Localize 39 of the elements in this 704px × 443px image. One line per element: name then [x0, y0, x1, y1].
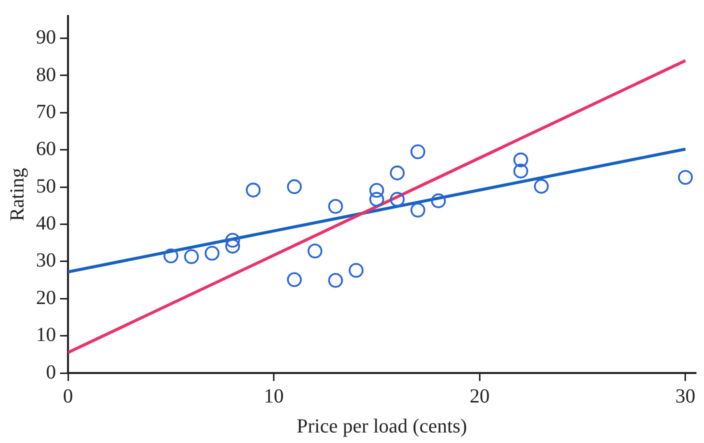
- y-tick-label: 60: [36, 138, 56, 160]
- point: [225, 232, 240, 248]
- y-tick-label: 20: [36, 286, 56, 309]
- y-tick-label: 0: [46, 361, 56, 384]
- y-tick-label: 80: [36, 64, 56, 86]
- y-axis-title: Rating: [6, 168, 28, 222]
- point: [513, 152, 528, 168]
- point: [286, 272, 302, 288]
- point: [431, 193, 446, 208]
- y-tick-label: 10: [36, 324, 56, 346]
- x-tick-label: 0: [63, 385, 73, 408]
- point: [328, 199, 343, 214]
- y-tick-label: 50: [36, 175, 56, 198]
- point: [225, 238, 240, 254]
- point: [328, 273, 343, 288]
- point: [164, 248, 178, 264]
- point: [513, 164, 528, 178]
- x-tick-label: 30: [675, 385, 696, 408]
- point: [204, 246, 220, 261]
- y-tick-label: 70: [36, 100, 56, 123]
- point: [410, 144, 426, 160]
- point: [369, 183, 384, 198]
- point: [390, 166, 405, 180]
- point: [308, 244, 322, 258]
- point: [286, 179, 302, 194]
- point: [348, 262, 364, 278]
- x-tick-label: 10: [264, 385, 284, 408]
- point: [246, 182, 261, 198]
- x-axis-title: Price per load (cents): [296, 415, 468, 438]
- x-tick-label: 20: [470, 385, 490, 408]
- point: [390, 192, 405, 207]
- y-tick-label: 40: [36, 212, 56, 234]
- point: [369, 192, 384, 207]
- y-tick-label: 90: [36, 26, 56, 49]
- point: [678, 170, 693, 185]
- point: [184, 249, 199, 264]
- point: [534, 178, 549, 194]
- y-tick-label: 30: [36, 250, 56, 272]
- point: [410, 202, 426, 218]
